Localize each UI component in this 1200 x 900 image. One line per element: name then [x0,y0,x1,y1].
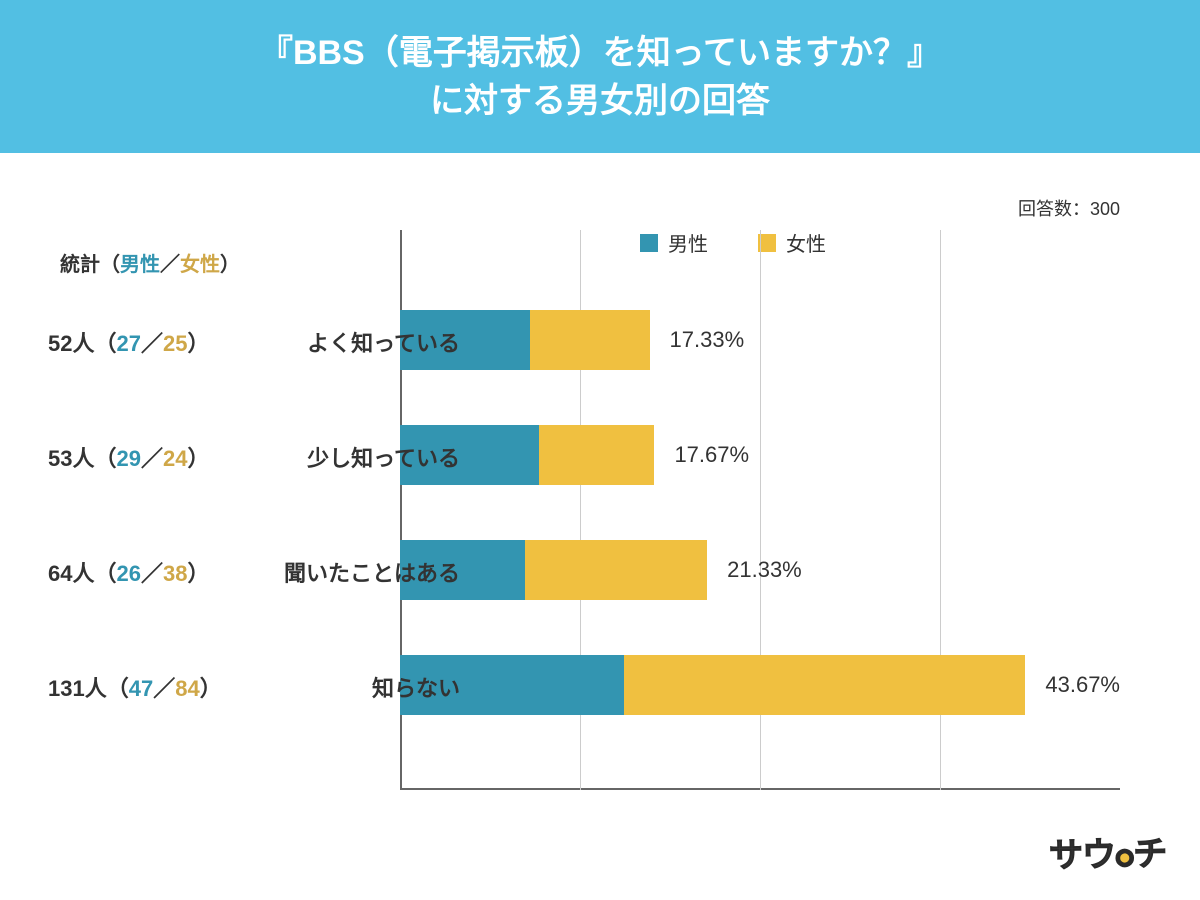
logo-eye-icon: ◉ [1115,844,1134,870]
stat-text: 52人（27／25） [48,326,209,358]
title-banner: 『BBS（電子掲示板）を知っていますか？』 に対する男女別の回答 [0,0,1200,153]
percent-label: 21.33% [727,557,802,583]
brand-logo: サウ◉チ [1048,826,1166,877]
title-line-1: 『BBS（電子掲示板）を知っていますか？』 [0,30,1200,78]
category-label: よく知っている [307,326,460,358]
stats-heading: 統計（男性／女性） [60,248,240,277]
stat-text: 53人（29／24） [48,441,209,473]
stat-text: 131人（47／84） [48,671,222,703]
stat-text: 64人（26／38） [48,556,209,588]
bar-segment-female [539,425,654,485]
bar-segment-female [530,310,650,370]
title-line-2: に対する男女別の回答 [0,78,1200,126]
percent-label: 17.67% [674,442,749,468]
response-count: 回答数：300 [1018,195,1120,221]
percent-label: 17.33% [670,327,745,353]
bar-segment-female [624,655,1025,715]
category-label: 少し知っている [307,441,460,473]
bar-row: 43.67% [400,655,1120,715]
bar-row: 21.33% [400,540,1120,600]
category-label: 聞いたことはある [284,556,460,588]
logo-text-left: サウ [1049,836,1116,875]
bar-row: 17.67% [400,425,1120,485]
bar-row: 17.33% [400,310,1120,370]
logo-text-right: チ [1133,835,1167,874]
percent-label: 43.67% [1045,672,1120,698]
category-label: 知らない [372,671,460,703]
chart-area: 17.33% 17.67% 21.33% 43.67% [400,230,1120,790]
bar-segment-female [525,540,707,600]
